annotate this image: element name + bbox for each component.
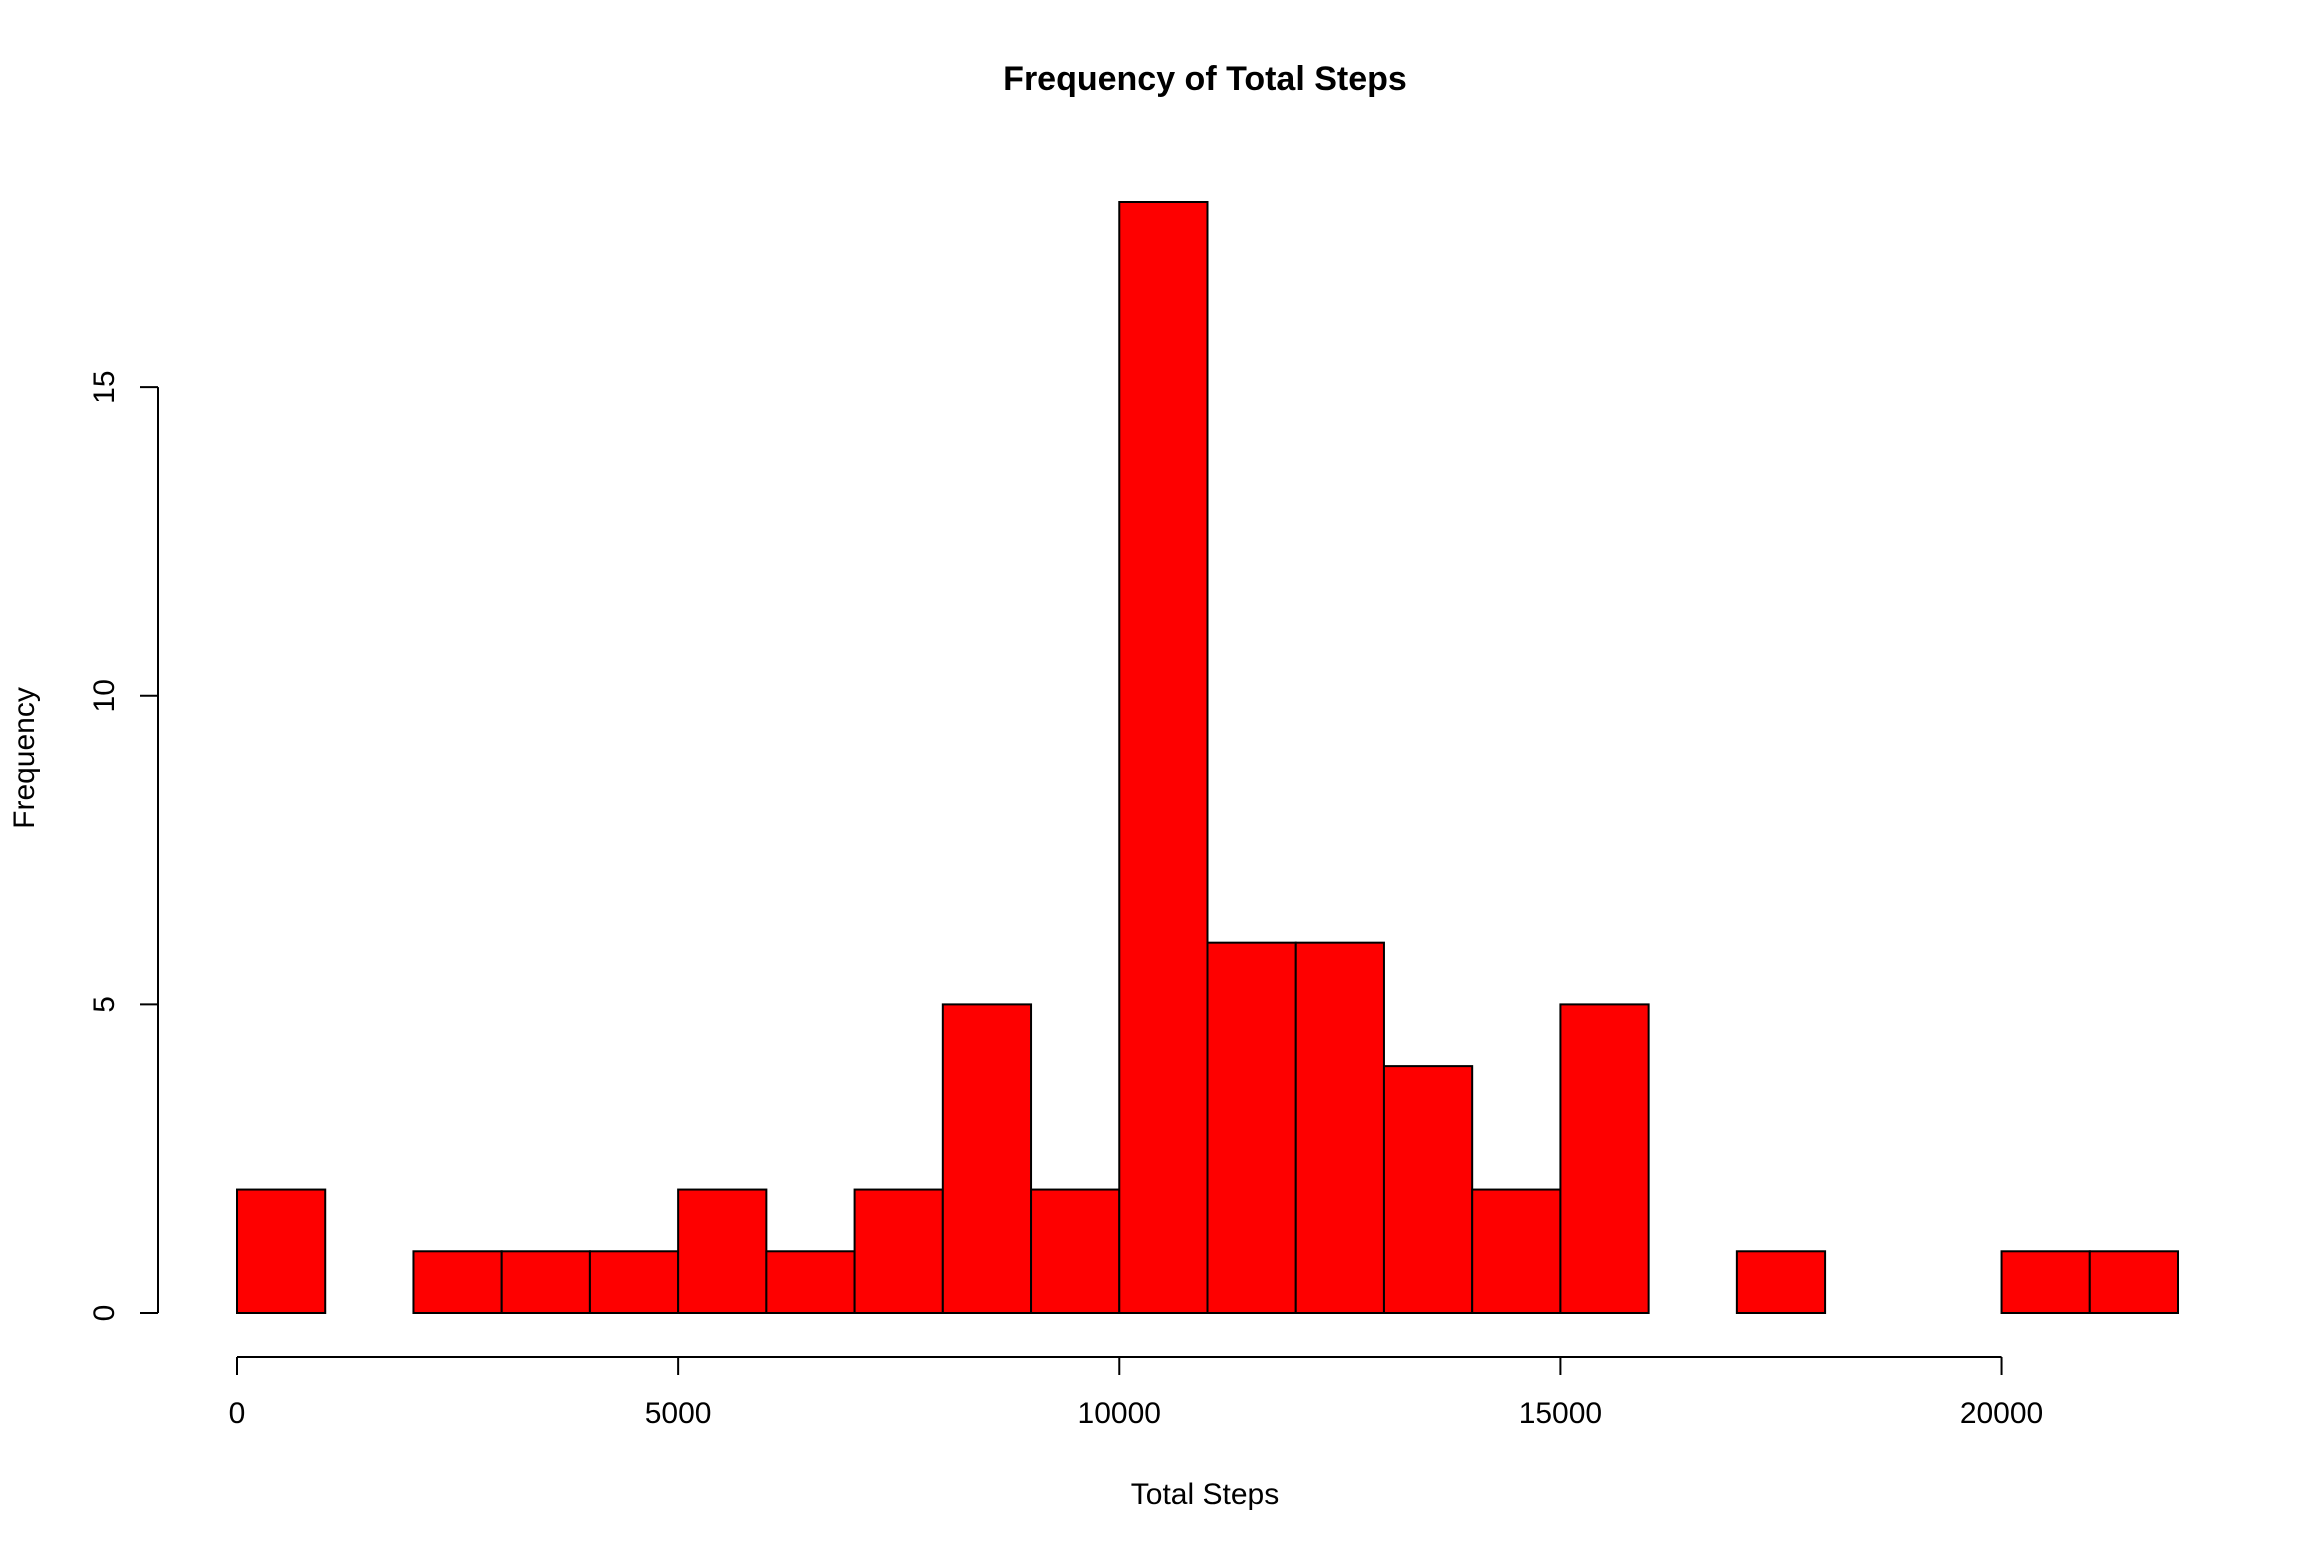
histogram-bar	[1118, 201, 1209, 1314]
histogram-bar	[1559, 1003, 1650, 1315]
histogram-bar	[941, 1003, 1033, 1315]
x-tick-label: 10000	[1078, 1397, 1161, 1430]
x-tick-label: 15000	[1519, 1397, 1602, 1430]
x-axis-label: Total Steps	[1131, 1478, 1279, 1511]
histogram-bar	[1735, 1250, 1827, 1315]
y-tick-label: 0	[88, 1305, 121, 1322]
histogram-bar	[677, 1188, 768, 1314]
y-tick-label: 5	[88, 996, 121, 1013]
x-tick-label: 20000	[1960, 1397, 2043, 1430]
histogram-bar	[1030, 1188, 1121, 1314]
x-tick-label: 5000	[645, 1397, 712, 1430]
y-tick-label: 15	[88, 370, 121, 403]
histogram-bar	[236, 1188, 327, 1314]
histogram-bar	[412, 1250, 503, 1315]
bars-group	[236, 201, 2179, 1315]
y-tick-label: 10	[88, 679, 121, 712]
histogram-bar	[1206, 941, 1297, 1315]
histogram-bar	[853, 1188, 944, 1314]
y-axis-label: Frequency	[8, 687, 41, 829]
histogram-bar	[2000, 1250, 2091, 1315]
y-axis: 0 5 10 15	[88, 370, 159, 1322]
x-tick-label: 0	[229, 1397, 246, 1430]
histogram-bar	[1382, 1065, 1474, 1314]
histogram-bar	[588, 1250, 680, 1315]
histogram-bar	[500, 1250, 591, 1315]
histogram-bar	[2088, 1250, 2179, 1315]
histogram-bar	[765, 1250, 856, 1315]
chart-title: Frequency of Total Steps	[1003, 60, 1407, 98]
histogram-bar	[1294, 941, 1385, 1315]
histogram-bar	[1471, 1188, 1562, 1314]
x-axis: 0 5000 10000 15000 20000	[229, 1356, 2043, 1430]
